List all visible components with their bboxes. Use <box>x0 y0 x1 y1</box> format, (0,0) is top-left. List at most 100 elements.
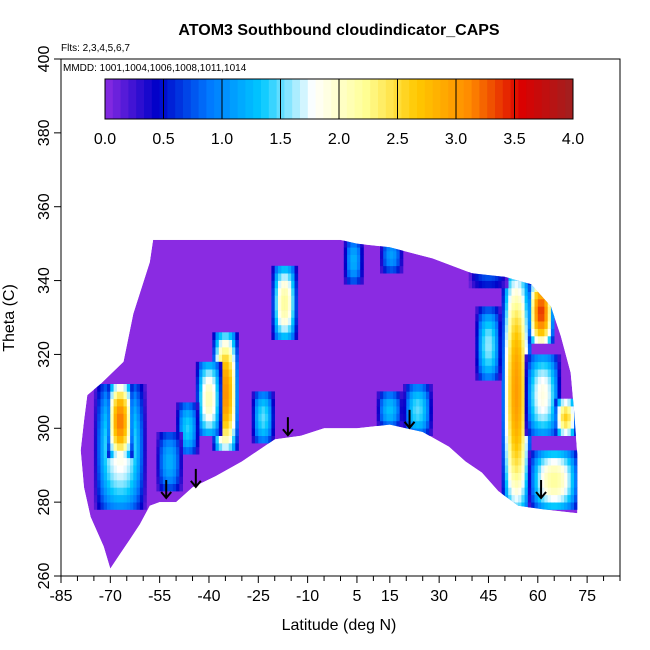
heatmap-cell-14 <box>495 313 499 322</box>
heatmap-cell-3 <box>97 413 101 422</box>
heatmap-cell-18 <box>491 273 496 281</box>
heatmap-cell-14 <box>485 328 489 337</box>
heatmap-cell-13 <box>547 299 552 307</box>
heatmap-cell-0 <box>222 369 226 377</box>
heatmap-cell-0 <box>232 420 236 429</box>
heatmap-cell-16 <box>554 457 558 466</box>
heatmap-cell-3 <box>93 502 98 510</box>
heatmap-cell-13 <box>531 291 535 300</box>
heatmap-cell-1 <box>202 413 206 422</box>
heatmap-cell-14 <box>495 306 499 315</box>
heatmap-cell-15 <box>557 391 562 400</box>
heatmap-cell-3 <box>116 480 121 488</box>
heatmap-cell-12 <box>511 310 516 318</box>
heatmap-cell-3 <box>136 428 141 436</box>
heatmap-cell-0 <box>232 376 236 385</box>
heatmap-cell-4 <box>107 391 111 400</box>
heatmap-cell-12 <box>518 273 522 281</box>
heatmap-cell-1 <box>195 369 200 377</box>
heatmap-cell-12 <box>508 413 512 422</box>
heatmap-cell-13 <box>534 313 539 322</box>
heatmap-cell-3 <box>100 487 105 496</box>
heatmap-cell-0 <box>225 369 229 377</box>
heatmap-cell-17 <box>574 420 578 429</box>
heatmap-cell-7 <box>281 295 285 303</box>
heatmap-cell-1 <box>218 361 223 370</box>
heatmap-cell-1 <box>199 428 203 436</box>
heatmap-cell-5 <box>166 454 170 462</box>
heatmap-cell-10 <box>416 398 420 407</box>
y-tick-label: 380 <box>36 119 53 146</box>
heatmap-cell-16 <box>537 457 542 466</box>
heatmap-cell-10 <box>409 398 414 407</box>
heatmap-cell-15 <box>527 406 532 414</box>
flight-marker-1 <box>190 468 202 489</box>
heatmap-cell-10 <box>409 413 414 422</box>
heatmap-cell-12 <box>514 354 519 363</box>
heatmap-cell-7 <box>274 295 279 303</box>
heatmap-cell-10 <box>422 428 427 436</box>
heatmap-cell-13 <box>537 321 542 329</box>
colorbar-cell <box>565 79 574 119</box>
heatmap-cell-15 <box>537 391 542 400</box>
heatmap-cell-18 <box>501 280 506 289</box>
heatmap-cell-8 <box>356 254 361 263</box>
heatmap-cell-3 <box>103 465 108 473</box>
heatmap-cell-0 <box>222 376 226 385</box>
heatmap-cell-4 <box>126 391 131 400</box>
heatmap-cell-6 <box>261 413 266 422</box>
heatmap-cell-0 <box>228 391 233 400</box>
heatmap-cell-16 <box>577 495 581 503</box>
heatmap-cell-7 <box>294 317 299 326</box>
heatmap-cell-2 <box>176 424 180 433</box>
heatmap-cell-6 <box>261 406 266 414</box>
colorbar-cell <box>448 79 457 119</box>
heatmap-cell-12 <box>514 310 519 318</box>
heatmap-cell-12 <box>524 280 529 289</box>
heatmap-cell-10 <box>403 391 407 400</box>
heatmap-cell-12 <box>504 324 509 333</box>
y-tick-label: 400 <box>36 46 53 73</box>
heatmap-cell-0 <box>232 361 236 370</box>
heatmap-cell-3 <box>103 502 108 510</box>
heatmap-cell-12 <box>511 450 516 459</box>
x-tick-label: -40 <box>197 588 220 605</box>
heatmap-cell-3 <box>93 472 98 481</box>
colorbar-cell <box>268 79 277 119</box>
heatmap-cell-18 <box>468 280 473 289</box>
heatmap-cell-13 <box>550 299 555 307</box>
heatmap-cell-1 <box>215 413 220 422</box>
heatmap-cell-3 <box>113 480 118 488</box>
heatmap-cell-12 <box>518 435 522 444</box>
heatmap-cell-15 <box>524 376 529 385</box>
heatmap-cell-5 <box>172 446 177 455</box>
heatmap-cell-15 <box>524 369 529 377</box>
heatmap-cell-5 <box>179 454 183 462</box>
heatmap-cell-11 <box>399 391 404 400</box>
heatmap-cell-13 <box>541 299 545 307</box>
heatmap-cell-5 <box>166 439 170 448</box>
heatmap-cell-14 <box>475 306 479 315</box>
heatmap-cell-3 <box>113 502 118 510</box>
heatmap-cell-3 <box>100 472 105 481</box>
heatmap-cell-1 <box>205 398 210 407</box>
colorbar-cell <box>206 79 215 119</box>
heatmap-cell-12 <box>508 391 512 400</box>
heatmap-cell-14 <box>495 358 499 366</box>
heatmap-cell-3 <box>110 494 114 503</box>
heatmap-cell-15 <box>541 398 545 407</box>
heatmap-cell-2 <box>195 432 200 440</box>
heatmap-cell-16 <box>547 472 552 481</box>
heatmap-cell-14 <box>478 372 483 381</box>
heatmap-cell-3 <box>130 487 134 496</box>
heatmap-cell-14 <box>475 336 479 344</box>
heatmap-cell-4 <box>113 443 118 451</box>
heatmap-cell-10 <box>426 413 430 422</box>
heatmap-cell-14 <box>488 343 493 352</box>
heatmap-cell-15 <box>544 391 548 400</box>
y-axis-label: Theta (C) <box>1 284 18 352</box>
colorbar-ticks: 0.0 0.5 1.0 1.5 2.0 2.5 3.0 3.5 4.0 <box>94 79 584 148</box>
heatmap-cell-14 <box>498 313 502 322</box>
heatmap-cell-3 <box>103 413 108 422</box>
heatmap-cell-9 <box>380 251 384 259</box>
